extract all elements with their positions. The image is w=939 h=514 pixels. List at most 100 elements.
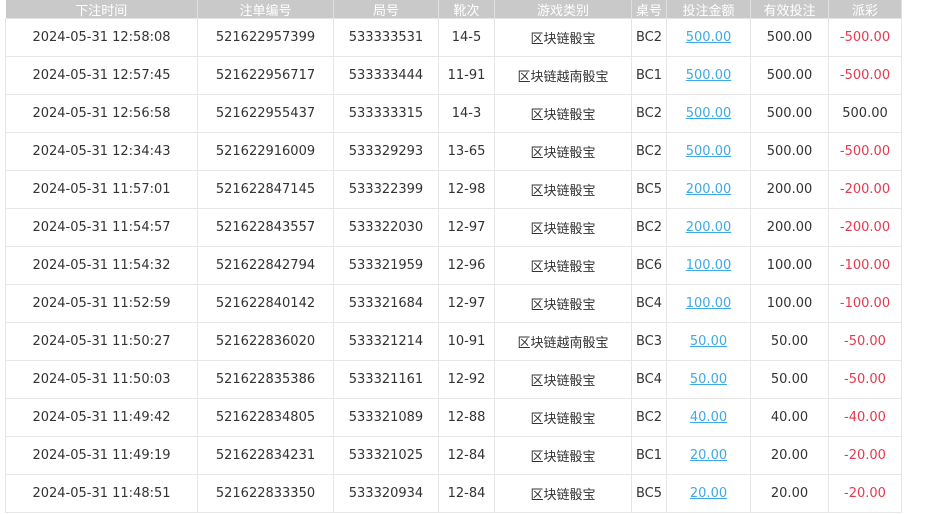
bet-amount-link[interactable]: 50.00 — [689, 334, 728, 349]
cell-game-type: 区块链骰宝 — [494, 398, 632, 437]
table-row: 2024-05-31 11:49:42 521622834805 533321089… — [5, 398, 902, 437]
bet-amount-link[interactable]: 500.00 — [685, 106, 732, 121]
cell-bet-time: 2024-05-31 12:57:45 — [5, 56, 198, 95]
cell-table-no: BC4 — [631, 284, 667, 323]
cell-table-no: BC6 — [631, 246, 667, 285]
bet-amount-link[interactable]: 20.00 — [689, 448, 728, 463]
header-bet-id: 注单编号 — [197, 0, 334, 19]
cell-table-no: BC1 — [631, 436, 667, 475]
cell-valid-bet: 20.00 — [750, 436, 829, 475]
cell-round-id: 533321959 — [333, 246, 439, 285]
cell-table-no: BC2 — [631, 94, 667, 133]
cell-game-type: 区块链越南骰宝 — [494, 322, 632, 361]
cell-payout: -500.00 — [828, 18, 902, 57]
cell-table-no: BC3 — [631, 322, 667, 361]
cell-shoe: 12-84 — [438, 474, 495, 513]
cell-bet-time: 2024-05-31 11:50:27 — [5, 322, 198, 361]
cell-bet-id: 521622834805 — [197, 398, 334, 437]
header-table-no: 桌号 — [631, 0, 667, 19]
cell-bet-id: 521622847145 — [197, 170, 334, 209]
header-valid-bet: 有效投注 — [750, 0, 829, 19]
cell-bet-amount: 40.00 — [666, 398, 751, 437]
cell-game-type: 区块链骰宝 — [494, 208, 632, 247]
cell-valid-bet: 100.00 — [750, 284, 829, 323]
cell-table-no: BC5 — [631, 170, 667, 209]
cell-payout: -500.00 — [828, 132, 902, 171]
cell-valid-bet: 50.00 — [750, 360, 829, 399]
cell-game-type: 区块链越南骰宝 — [494, 56, 632, 95]
cell-bet-amount: 20.00 — [666, 436, 751, 475]
cell-valid-bet: 40.00 — [750, 398, 829, 437]
cell-shoe: 11-91 — [438, 56, 495, 95]
cell-bet-amount: 500.00 — [666, 18, 751, 57]
cell-round-id: 533321684 — [333, 284, 439, 323]
cell-bet-id: 521622835386 — [197, 360, 334, 399]
cell-round-id: 533333444 — [333, 56, 439, 95]
cell-payout: -20.00 — [828, 436, 902, 475]
table-row: 2024-05-31 12:57:45 521622956717 533333444… — [5, 56, 902, 95]
cell-round-id: 533333531 — [333, 18, 439, 57]
cell-payout: 500.00 — [828, 94, 902, 133]
cell-shoe: 12-97 — [438, 208, 495, 247]
cell-game-type: 区块链骰宝 — [494, 18, 632, 57]
cell-payout: -100.00 — [828, 284, 902, 323]
cell-game-type: 区块链骰宝 — [494, 360, 632, 399]
bet-amount-link[interactable]: 100.00 — [685, 296, 732, 311]
bet-amount-link[interactable]: 200.00 — [685, 220, 732, 235]
cell-bet-time: 2024-05-31 11:54:57 — [5, 208, 198, 247]
bet-amount-link[interactable]: 500.00 — [685, 68, 732, 83]
cell-payout: -200.00 — [828, 208, 902, 247]
cell-valid-bet: 50.00 — [750, 322, 829, 361]
cell-bet-time: 2024-05-31 11:54:32 — [5, 246, 198, 285]
cell-valid-bet: 20.00 — [750, 474, 829, 513]
cell-shoe: 14-3 — [438, 94, 495, 133]
table-row: 2024-05-31 12:56:58 521622955437 533333315… — [5, 94, 902, 133]
cell-table-no: BC2 — [631, 208, 667, 247]
cell-bet-time: 2024-05-31 11:50:03 — [5, 360, 198, 399]
cell-valid-bet: 500.00 — [750, 56, 829, 95]
table-row: 2024-05-31 12:58:08 521622957399 533333531… — [5, 18, 902, 57]
cell-shoe: 12-98 — [438, 170, 495, 209]
bet-amount-link[interactable]: 50.00 — [689, 372, 728, 387]
cell-bet-time: 2024-05-31 11:49:42 — [5, 398, 198, 437]
bet-amount-link[interactable]: 100.00 — [685, 258, 732, 273]
cell-table-no: BC5 — [631, 474, 667, 513]
bet-amount-link[interactable]: 500.00 — [685, 30, 732, 45]
cell-payout: -100.00 — [828, 246, 902, 285]
cell-table-no: BC4 — [631, 360, 667, 399]
cell-shoe: 13-65 — [438, 132, 495, 171]
cell-bet-id: 521622843557 — [197, 208, 334, 247]
cell-payout: -50.00 — [828, 360, 902, 399]
cell-bet-amount: 50.00 — [666, 322, 751, 361]
cell-round-id: 533321161 — [333, 360, 439, 399]
cell-bet-id: 521622956717 — [197, 56, 334, 95]
cell-shoe: 12-84 — [438, 436, 495, 475]
table-row: 2024-05-31 11:50:03 521622835386 533321161… — [5, 360, 902, 399]
cell-bet-time: 2024-05-31 11:49:19 — [5, 436, 198, 475]
cell-bet-amount: 500.00 — [666, 56, 751, 95]
cell-round-id: 533321025 — [333, 436, 439, 475]
bet-records-table: 下注时间 注单编号 局号 靴次 游戏类别 桌号 投注金额 有效投注 派彩 2024-05-31 … — [5, 0, 902, 513]
bet-amount-link[interactable]: 20.00 — [689, 486, 728, 501]
cell-bet-amount: 100.00 — [666, 246, 751, 285]
cell-round-id: 533329293 — [333, 132, 439, 171]
cell-bet-amount: 500.00 — [666, 94, 751, 133]
cell-bet-amount: 20.00 — [666, 474, 751, 513]
cell-bet-time: 2024-05-31 12:34:43 — [5, 132, 198, 171]
cell-payout: -20.00 — [828, 474, 902, 513]
header-bet-amount: 投注金额 — [666, 0, 751, 19]
cell-round-id: 533321214 — [333, 322, 439, 361]
bet-amount-link[interactable]: 200.00 — [685, 182, 732, 197]
cell-table-no: BC2 — [631, 18, 667, 57]
bet-amount-link[interactable]: 40.00 — [689, 410, 728, 425]
cell-game-type: 区块链骰宝 — [494, 474, 632, 513]
cell-shoe: 12-97 — [438, 284, 495, 323]
table-row: 2024-05-31 11:54:57 521622843557 533322030… — [5, 208, 902, 247]
cell-table-no: BC1 — [631, 56, 667, 95]
bet-amount-link[interactable]: 500.00 — [685, 144, 732, 159]
table-row: 2024-05-31 12:34:43 521622916009 533329293… — [5, 132, 902, 171]
cell-bet-amount: 200.00 — [666, 208, 751, 247]
cell-valid-bet: 500.00 — [750, 94, 829, 133]
cell-bet-time: 2024-05-31 12:56:58 — [5, 94, 198, 133]
cell-payout: -40.00 — [828, 398, 902, 437]
